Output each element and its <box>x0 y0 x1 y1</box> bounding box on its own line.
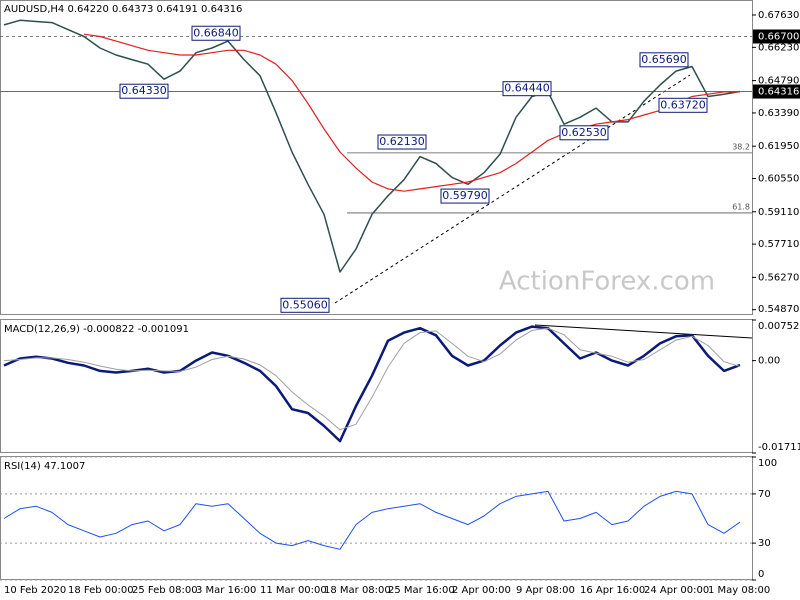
annotation-label: 0.62130 <box>379 135 425 148</box>
x-tick-label: 10 Feb 2020 <box>4 585 66 596</box>
annotation-label: 0.59790 <box>442 189 488 202</box>
annotation-box <box>559 125 609 141</box>
x-tick-label: 2 Apr 00:00 <box>452 585 511 596</box>
y-tick-label: 30 <box>758 538 771 549</box>
series-line <box>3 19 741 273</box>
x-tick-label: 11 Mar 00:00 <box>260 585 327 596</box>
x-tick-label: 9 Apr 08:00 <box>516 585 575 596</box>
watermark: ActionForex.com <box>499 267 715 297</box>
y-tick-label: 0.60550 <box>758 174 799 185</box>
y-tick-label: 70 <box>758 489 771 500</box>
y-tick-label: 0.54870 <box>758 304 799 315</box>
series-line <box>3 327 741 431</box>
series-line <box>3 490 741 550</box>
annotation-box <box>377 134 427 150</box>
fib-label: 38.2 <box>732 142 750 151</box>
y-tick-label: 0.00 <box>758 356 780 367</box>
y-tick-label: 0 <box>758 569 764 580</box>
x-tick-label: 18 Mar 08:00 <box>324 585 391 596</box>
x-tick-label: 24 Apr 00:00 <box>644 585 709 596</box>
annotation-label: 0.64440 <box>504 82 550 95</box>
x-tick-label: 3 Mar 16:00 <box>196 585 256 596</box>
series-line <box>83 33 740 192</box>
annotation-label: 0.63720 <box>660 98 706 111</box>
annotation-box <box>658 97 708 113</box>
x-tick-label: 25 Feb 08:00 <box>132 585 198 596</box>
y-tick-label: 0.64790 <box>758 76 799 87</box>
panel-title: MACD(12,26,9) -0.000822 -0.001091 <box>4 324 189 335</box>
annotation-label: 0.65690 <box>641 53 687 66</box>
annotation-label: 0.66840 <box>193 26 239 39</box>
y-tick-label: 0.61950 <box>758 141 799 152</box>
annotation-label: 0.55060 <box>282 298 328 311</box>
x-tick-label: 25 Mar 16:00 <box>388 585 455 596</box>
annotation-label: 0.64330 <box>121 84 167 97</box>
fib-label: 61.8 <box>732 202 750 211</box>
level-tag <box>753 84 800 99</box>
y-tick-label: 100 <box>758 458 777 469</box>
annotation-box <box>280 297 330 313</box>
y-tick-label: 0.56270 <box>758 272 799 283</box>
level-label: 0.66700 <box>758 31 799 42</box>
trendline <box>334 74 691 304</box>
y-tick-label: 0.57710 <box>758 239 799 250</box>
x-tick-label: 16 Apr 16:00 <box>580 585 645 596</box>
series-line <box>3 325 741 443</box>
panel-title: AUDUSD,H4 0.64220 0.64373 0.64191 0.6431… <box>4 4 242 15</box>
annotation-label: 0.62530 <box>561 126 607 139</box>
annotation-box <box>639 52 689 68</box>
macd-trendline <box>534 324 753 339</box>
level-label: 0.64316 <box>758 87 799 98</box>
macd-panel <box>0 319 753 453</box>
x-tick-label: 1 May 08:00 <box>708 585 770 596</box>
y-tick-label: 0.66230 <box>758 42 799 53</box>
price-panel <box>0 0 753 315</box>
y-tick-label: 0.67630 <box>758 10 799 21</box>
level-tag <box>753 29 800 44</box>
annotation-box <box>191 25 241 41</box>
y-tick-label: -0.017112 <box>758 442 800 453</box>
y-tick-label: 0.63390 <box>758 108 799 119</box>
y-tick-label: 0.59110 <box>758 207 799 218</box>
panel-title: RSI(14) 47.1007 <box>4 461 85 472</box>
annotation-box <box>502 81 552 97</box>
y-tick-label: 0.007526 <box>758 321 800 332</box>
x-tick-label: 18 Feb 00:00 <box>68 585 134 596</box>
annotation-box <box>440 188 490 204</box>
annotation-box <box>119 83 169 99</box>
